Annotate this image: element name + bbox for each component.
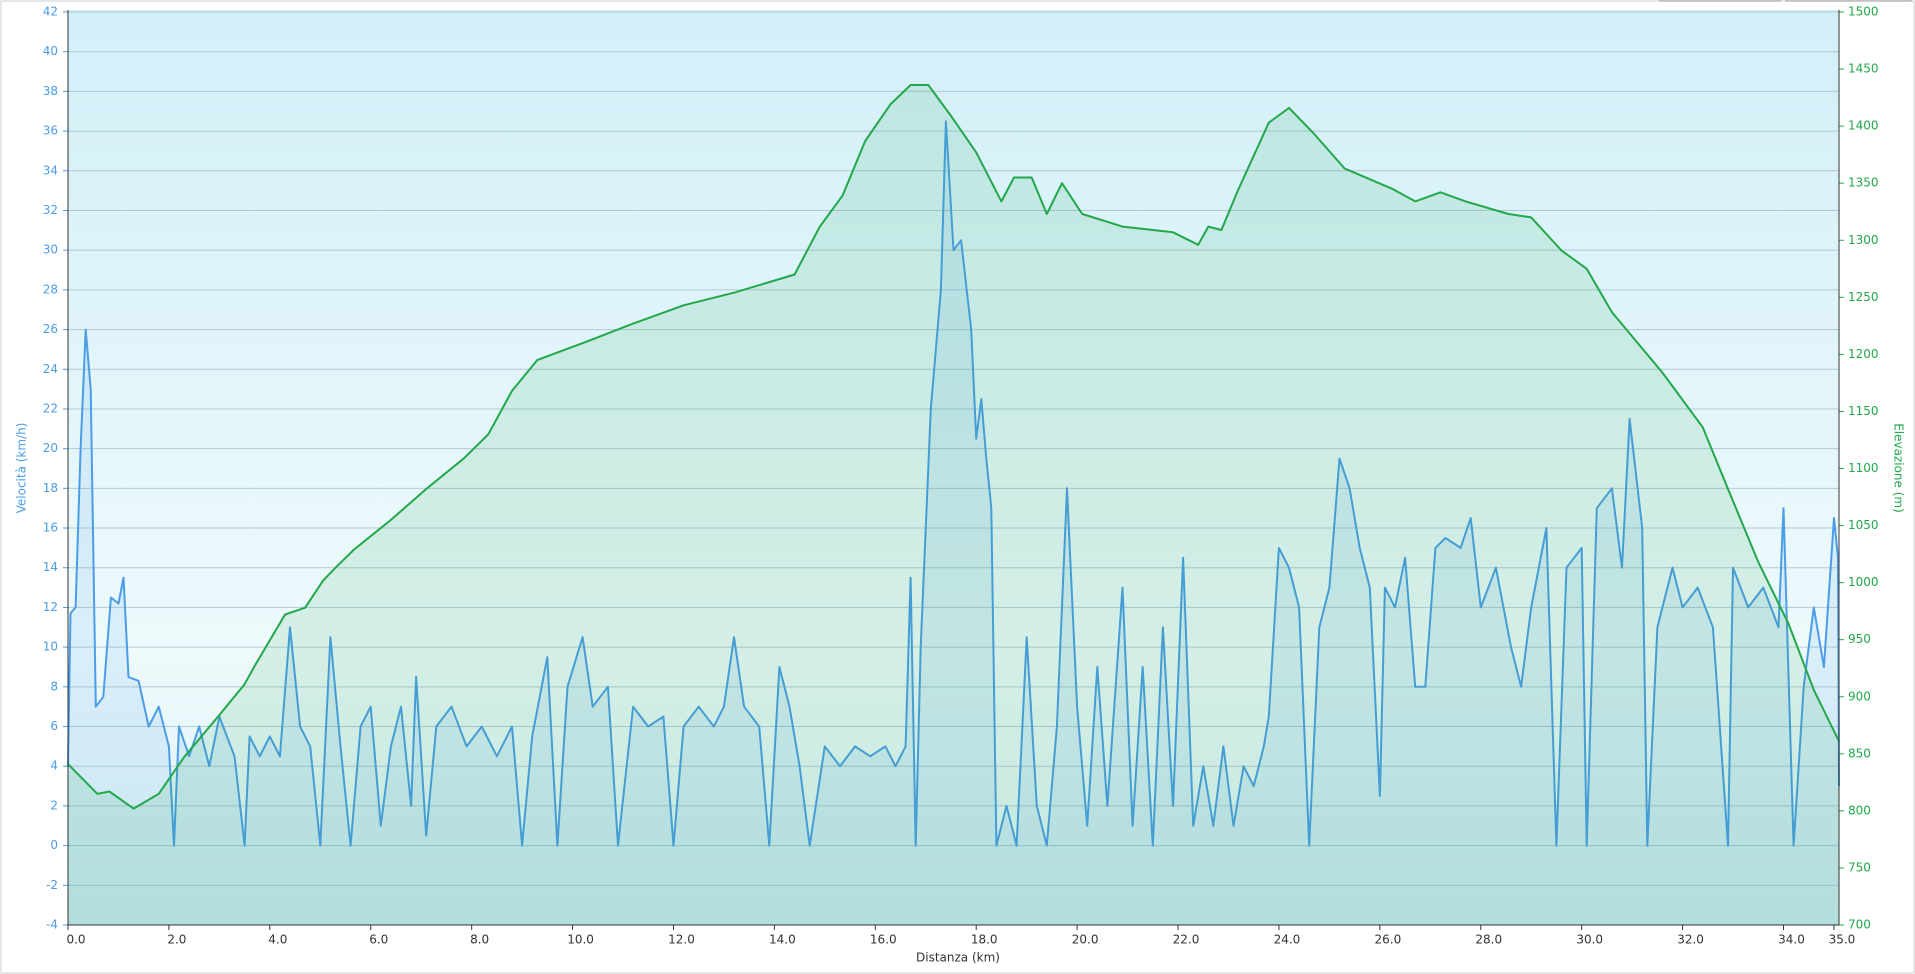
- x-tick-label: 8.0: [470, 933, 489, 947]
- y-tick-label: 26: [43, 322, 58, 336]
- axes: -4-2024681012141618202224262830323436384…: [43, 5, 1879, 947]
- y2-axis-title: Elevazione (m): [1892, 423, 1906, 513]
- grid: [68, 11, 1839, 926]
- x-tick-label: 24.0: [1274, 933, 1301, 947]
- x-tick-label: 20.0: [1072, 933, 1099, 947]
- toolbar-button[interactable]: [1785, 0, 1912, 2]
- x-tick-label: 10.0: [567, 933, 594, 947]
- area: [68, 121, 1839, 925]
- y-tick-label: 12: [43, 600, 58, 614]
- y-tick-label: 20: [43, 441, 58, 455]
- y2-tick-label: 1400: [1848, 119, 1879, 133]
- line: [67, 84, 1840, 810]
- marks: [67, 84, 1840, 925]
- y2-tick-label: 900: [1848, 689, 1871, 703]
- y-tick-label: 0: [50, 838, 58, 852]
- y-tick-label: 42: [43, 5, 58, 19]
- y2-tick-label: 700: [1848, 918, 1871, 932]
- y2-tick-label: 1450: [1848, 62, 1879, 76]
- y-tick-label: 6: [50, 719, 58, 733]
- y2-tick-label: 1500: [1848, 5, 1879, 19]
- y2-tick-label: 1100: [1848, 461, 1879, 475]
- y2-tick-label: 1200: [1848, 347, 1879, 361]
- x-tick-label: 22.0: [1173, 933, 1200, 947]
- y-tick-label: 2: [50, 798, 58, 812]
- x-tick-label: 35.0: [1829, 933, 1856, 947]
- y-tick-label: 4: [50, 759, 58, 773]
- x-tick-label: 16.0: [870, 933, 897, 947]
- y-tick-label: -4: [46, 918, 58, 932]
- y2-tick-label: 1350: [1848, 176, 1879, 190]
- y2-tick-label: 1050: [1848, 518, 1879, 532]
- x-tick-label: 28.0: [1475, 933, 1502, 947]
- y-axis-title: Velocità (km/h): [15, 423, 29, 514]
- y-tick-label: 18: [43, 481, 58, 495]
- y2-tick-label: 800: [1848, 803, 1871, 817]
- y2-tick-label: 950: [1848, 632, 1871, 646]
- x-tick-label: 2.0: [167, 933, 186, 947]
- y2-tick-label: 1300: [1848, 233, 1879, 247]
- y2-tick-label: 1150: [1848, 404, 1879, 418]
- y-tick-label: 14: [43, 560, 58, 574]
- y2-tick-label: 750: [1848, 860, 1871, 874]
- line: [67, 120, 1840, 847]
- y-tick-label: 28: [43, 282, 58, 296]
- x-tick-label: 6.0: [369, 933, 388, 947]
- x-tick-label: 34.0: [1778, 933, 1805, 947]
- y2-tick-label: 1250: [1848, 290, 1879, 304]
- y-tick-label: 22: [43, 401, 58, 415]
- x-tick-label: 18.0: [971, 933, 998, 947]
- y-tick-label: 24: [43, 362, 58, 376]
- x-tick-label: 4.0: [268, 933, 287, 947]
- y-tick-label: 10: [43, 640, 58, 654]
- y2-tick-label: 850: [1848, 746, 1871, 760]
- toolbar-button[interactable]: [1659, 0, 1781, 2]
- y-tick-label: 34: [43, 163, 58, 177]
- y-tick-label: -2: [46, 878, 58, 892]
- plot-background: [68, 10, 1839, 925]
- y-tick-label: 36: [43, 124, 58, 138]
- y2-tick-label: 1000: [1848, 575, 1879, 589]
- y-tick-label: 8: [50, 679, 58, 693]
- x-tick-label: 26.0: [1374, 933, 1401, 947]
- x-axis-title: Distanza (km): [916, 951, 1000, 965]
- y-tick-label: 38: [43, 84, 58, 98]
- x-tick-label: 0.0: [66, 933, 85, 947]
- x-tick-label: 30.0: [1576, 933, 1603, 947]
- x-tick-label: 12.0: [668, 933, 695, 947]
- x-tick-label: 32.0: [1677, 933, 1704, 947]
- y-tick-label: 40: [43, 44, 58, 58]
- y-tick-label: 32: [43, 203, 58, 217]
- y-tick-label: 30: [43, 243, 58, 257]
- y-tick-label: 16: [43, 521, 58, 535]
- x-tick-label: 14.0: [769, 933, 796, 947]
- area: [68, 85, 1839, 925]
